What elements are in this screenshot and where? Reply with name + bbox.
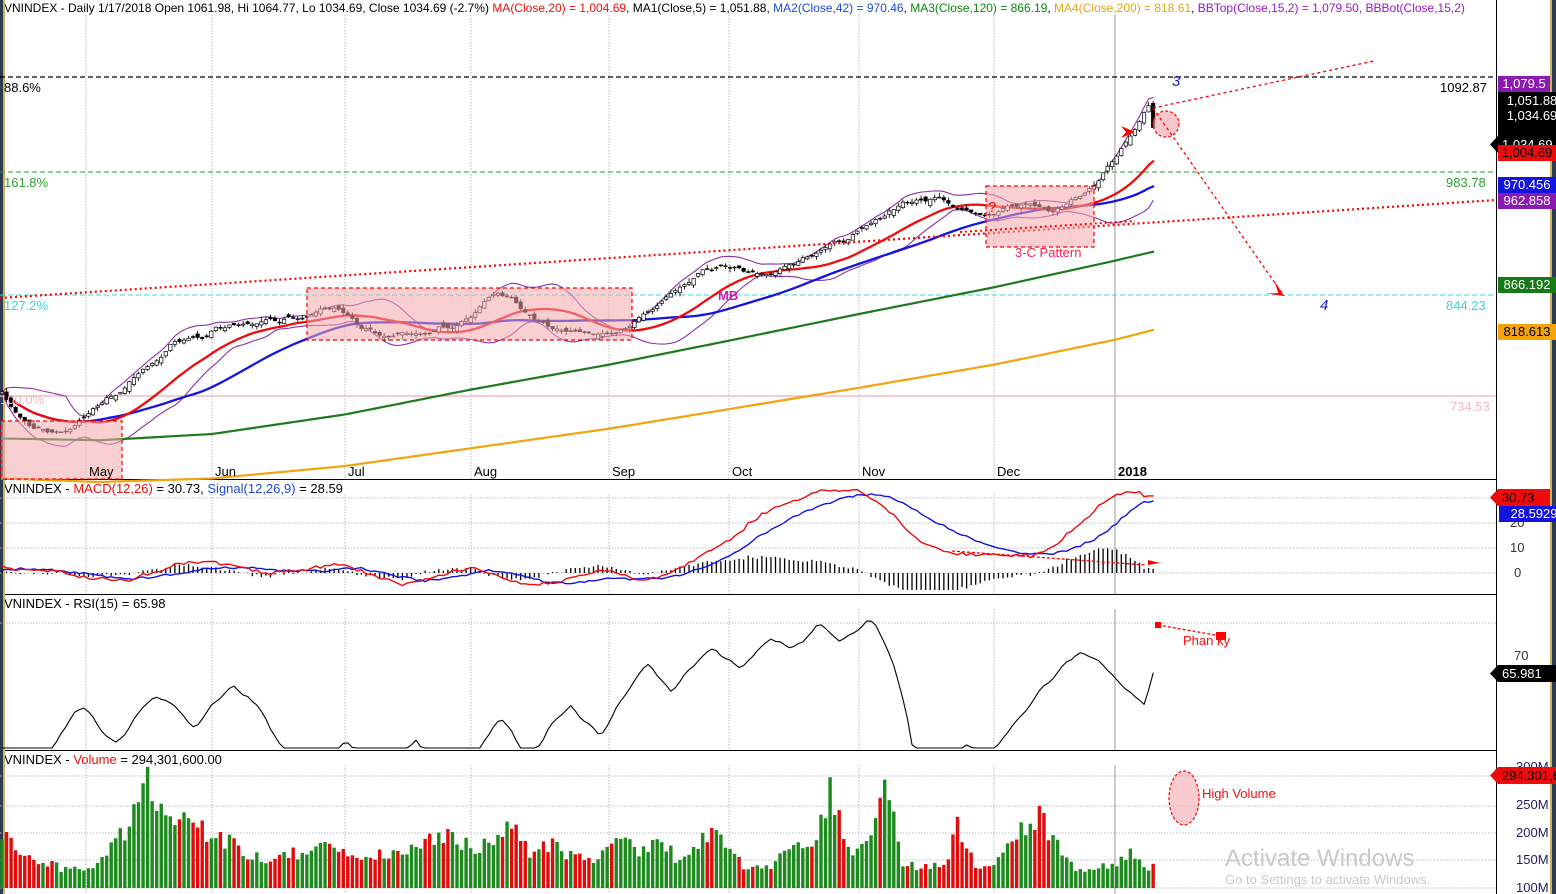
svg-text:High Volume: High Volume — [1202, 786, 1276, 801]
svg-text:294,301,6: 294,301,6 — [1502, 768, 1556, 783]
